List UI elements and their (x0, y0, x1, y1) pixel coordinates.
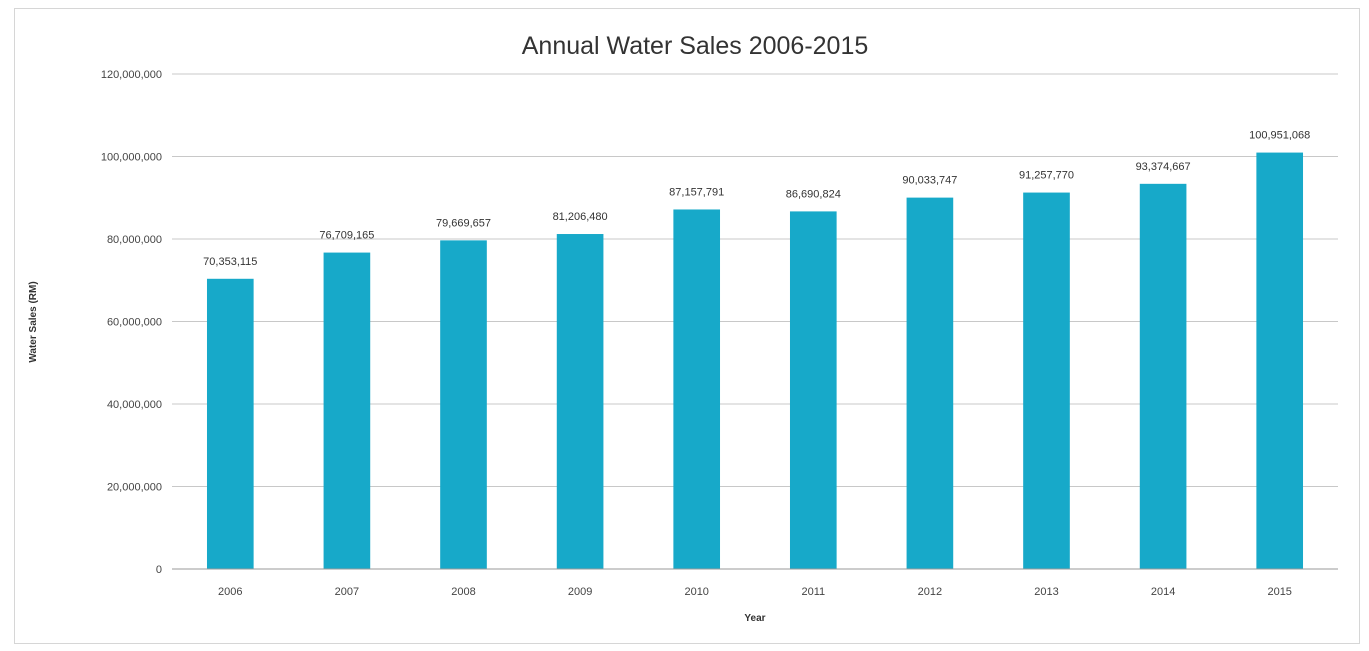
x-tick-label-2008: 2008 (451, 586, 475, 598)
y-tick-label: 80,000,000 (107, 234, 162, 246)
x-tick-label-2006: 2006 (218, 586, 242, 598)
x-tick-label-2009: 2009 (568, 586, 592, 598)
data-labels: 70,353,115 76,709,165 79,669,657 81,206,480… (203, 130, 1310, 268)
x-tick-label-2015: 2015 (1267, 586, 1291, 598)
x-axis-title: Year (744, 613, 765, 624)
bar-2006 (206, 278, 254, 569)
x-tick-label-2012: 2012 (918, 586, 942, 598)
y-tick-label: 40,000,000 (107, 399, 162, 411)
data-label-2013: 91,257,770 (1019, 170, 1074, 182)
bar-2007 (323, 252, 371, 569)
x-tick-label-2014: 2014 (1151, 586, 1175, 598)
y-tick-label: 0 (156, 564, 162, 576)
bar-2014 (1139, 183, 1187, 569)
chart-title: Annual Water Sales 2006-2015 (522, 32, 869, 60)
x-axis-ticks: 2006 2007 2008 2009 2010 2011 2012 2013 2014 2015 (218, 586, 1292, 598)
y-tick-label: 60,000,000 (107, 317, 162, 329)
y-axis-title: Water Sales (RM) (28, 281, 39, 362)
data-label-2010: 87,157,791 (669, 186, 724, 198)
bar-2008 (440, 240, 487, 569)
data-label-2011: 86,690,824 (786, 188, 841, 200)
bar-2012 (906, 197, 954, 570)
data-label-2007: 76,709,165 (319, 230, 374, 242)
x-tick-label-2011: 2011 (801, 586, 825, 598)
data-label-2015: 100,951,068 (1249, 130, 1310, 142)
x-tick-label-2013: 2013 (1034, 586, 1058, 598)
data-label-2012: 90,033,747 (902, 175, 957, 187)
data-label-2008: 79,669,657 (436, 217, 491, 229)
bar-2013 (1023, 192, 1070, 569)
x-tick-label-2010: 2010 (684, 586, 708, 598)
bars (206, 152, 1304, 570)
x-tick-label-2007: 2007 (335, 586, 359, 598)
data-label-2014: 93,374,667 (1136, 161, 1191, 173)
data-label-2006: 70,353,115 (203, 256, 257, 268)
bar-2009 (556, 234, 604, 570)
bar-2011 (789, 211, 837, 570)
bar-2015 (1256, 152, 1304, 569)
bar-2010 (673, 209, 721, 569)
y-axis-ticks: 0 20,000,000 40,000,000 60,000,000 80,000,00… (101, 69, 162, 576)
data-label-2009: 81,206,480 (553, 211, 608, 223)
y-tick-label: 120,000,000 (101, 69, 162, 81)
y-tick-label: 100,000,000 (101, 152, 162, 164)
y-tick-label: 20,000,000 (107, 482, 162, 494)
